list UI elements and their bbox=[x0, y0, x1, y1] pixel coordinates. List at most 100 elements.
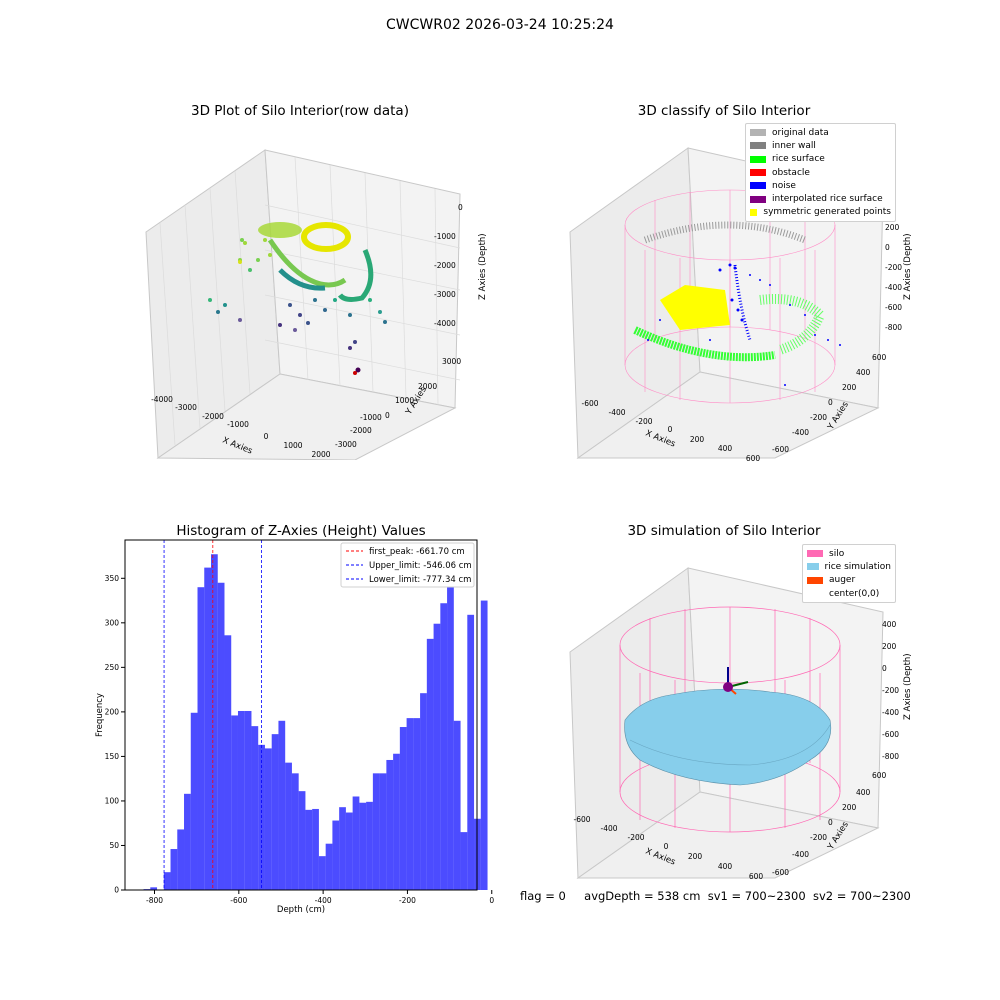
raw-z-tick: 0 bbox=[458, 203, 463, 212]
histogram-bar bbox=[372, 773, 380, 890]
histogram-bar bbox=[204, 567, 211, 890]
classify-x-tick: -200 bbox=[635, 417, 652, 426]
simulation-x-tick: -400 bbox=[600, 824, 617, 833]
simulation-legend-item: auger bbox=[807, 574, 891, 587]
classify-legend-swatch bbox=[750, 142, 766, 150]
histogram-bar bbox=[217, 582, 225, 890]
simulation-x-tick: 600 bbox=[749, 872, 764, 881]
histogram-bar bbox=[210, 554, 218, 890]
classify-legend-item: original data bbox=[750, 126, 891, 139]
histogram-legend-label: Upper_limit: -546.06 cm bbox=[369, 561, 472, 571]
classify-z-tick: 0 bbox=[885, 243, 890, 252]
raw-y-tick: -2000 bbox=[350, 426, 372, 435]
raw-y-tick: 2000 bbox=[418, 382, 437, 391]
classify-y-tick: -600 bbox=[772, 445, 789, 454]
histogram-bar bbox=[170, 849, 178, 890]
simulation-z-tick: -200 bbox=[882, 686, 899, 695]
simulation-legend-swatch bbox=[807, 563, 819, 571]
histogram-bar bbox=[352, 796, 360, 890]
histogram-x-tick-label: -200 bbox=[399, 896, 416, 905]
histogram-bar bbox=[244, 710, 252, 890]
histogram-bar bbox=[447, 587, 454, 890]
histogram-bar bbox=[150, 887, 158, 890]
histogram-bar bbox=[433, 623, 441, 890]
histogram-bar bbox=[190, 712, 198, 890]
simulation-legend-swatch bbox=[807, 550, 823, 558]
histogram-bar bbox=[480, 600, 488, 890]
histogram-legend bbox=[340, 542, 475, 588]
simulation-x-tick: -200 bbox=[627, 833, 644, 842]
histogram-axes-frame bbox=[124, 539, 478, 891]
histogram-bar bbox=[285, 762, 292, 890]
simulation-plot-title: 3D simulation of Silo Interior bbox=[627, 523, 821, 539]
classify-x-tick: 400 bbox=[718, 444, 733, 453]
raw-x-tick: -1000 bbox=[227, 420, 249, 429]
classify-y-tick: -400 bbox=[792, 428, 809, 437]
classify-legend-label: noise bbox=[772, 180, 796, 191]
classify-z-tick: 200 bbox=[885, 223, 900, 232]
simulation-y-tick: -600 bbox=[772, 868, 789, 877]
classify-y-tick: 0 bbox=[828, 398, 833, 407]
histogram-bar bbox=[332, 820, 340, 890]
simulation-legend-label: center(0,0) bbox=[829, 588, 880, 599]
classify-legend-item: noise bbox=[750, 179, 891, 192]
simulation-legend-swatch bbox=[807, 576, 823, 584]
classify-y-tick: 400 bbox=[856, 368, 871, 377]
histogram-x-tick-label: -400 bbox=[315, 896, 332, 905]
classify-y-tick: -200 bbox=[810, 413, 827, 422]
simulation-x-tick: 200 bbox=[688, 852, 703, 861]
histogram-x-tick-label: -600 bbox=[230, 896, 247, 905]
classify-legend-item: obstacle bbox=[750, 166, 891, 179]
histogram-bar bbox=[278, 720, 286, 890]
simulation-y-tick: 600 bbox=[872, 771, 887, 780]
histogram-bar bbox=[359, 802, 367, 890]
classify-plot-title: 3D classify of Silo Interior bbox=[637, 103, 811, 119]
simulation-y-tick: -200 bbox=[810, 833, 827, 842]
classify-x-tick: 0 bbox=[668, 425, 673, 434]
simulation-y-tick: -400 bbox=[792, 850, 809, 859]
histogram-y-tick-label: 250 bbox=[105, 663, 120, 672]
raw-x-tick: 0 bbox=[264, 432, 269, 441]
raw-plot-title: 3D Plot of Silo Interior(row data) bbox=[191, 103, 409, 119]
classify-y-tick: 200 bbox=[842, 383, 857, 392]
simulation-z-label: Z Axies (Depth) bbox=[903, 653, 913, 720]
simulation-info: flag = 0 avgDepth = 538 cm sv1 = 700~230… bbox=[520, 889, 911, 903]
classify-legend-swatch bbox=[750, 182, 766, 190]
simulation-legend-label: rice simulation bbox=[824, 561, 891, 572]
sv2-text: sv2 = 700~2300 bbox=[812, 889, 911, 903]
classify-legend-label: rice surface bbox=[772, 154, 825, 165]
histogram-bar bbox=[224, 635, 232, 890]
histogram-bar bbox=[406, 718, 414, 890]
histogram-y-tick-label: 350 bbox=[105, 574, 120, 583]
histogram-legend-label: Lower_limit: -777.34 cm bbox=[369, 575, 471, 585]
raw-3d-plot: -4000 -3000 -2000 -1000 0 1000 2000 3000… bbox=[145, 149, 488, 460]
sv1-text: sv1 = 700~2300 bbox=[707, 889, 806, 903]
classify-legend-swatch bbox=[750, 208, 758, 216]
histogram-y-tick-label: 200 bbox=[105, 707, 120, 716]
raw-z-tick: -4000 bbox=[434, 319, 456, 328]
histogram-bar bbox=[251, 726, 259, 890]
histogram-bar bbox=[312, 808, 319, 890]
classify-x-tick: -600 bbox=[581, 399, 598, 408]
classify-legend-swatch bbox=[750, 129, 766, 137]
histogram-bar bbox=[393, 753, 400, 890]
classify-x-tick: 200 bbox=[690, 435, 705, 444]
classify-x-tick: -400 bbox=[608, 408, 625, 417]
raw-y-tick: 3000 bbox=[442, 357, 461, 366]
histogram-bar bbox=[467, 614, 475, 890]
histogram-x-tick-label: 0 bbox=[489, 896, 494, 905]
histogram-bar bbox=[366, 801, 373, 890]
simulation-z-tick: -800 bbox=[882, 752, 899, 761]
classify-3d-plot: -600 -400 -200 0 200 400 600 600 400 200… bbox=[569, 147, 913, 463]
histogram-bar bbox=[197, 587, 205, 890]
histogram-bar bbox=[318, 856, 326, 890]
histogram-title: Histogram of Z-Axies (Height) Values bbox=[176, 523, 426, 539]
simulation-legend-label: auger bbox=[829, 575, 856, 586]
histogram-bar bbox=[460, 832, 468, 890]
raw-z-tick: -2000 bbox=[434, 261, 456, 270]
histogram-bar bbox=[379, 773, 387, 890]
histogram-y-tick-label: 50 bbox=[109, 841, 119, 850]
histogram-bar bbox=[231, 715, 238, 890]
histogram-y-tick-label: 100 bbox=[105, 796, 120, 805]
raw-x-tick: -4000 bbox=[151, 395, 173, 404]
